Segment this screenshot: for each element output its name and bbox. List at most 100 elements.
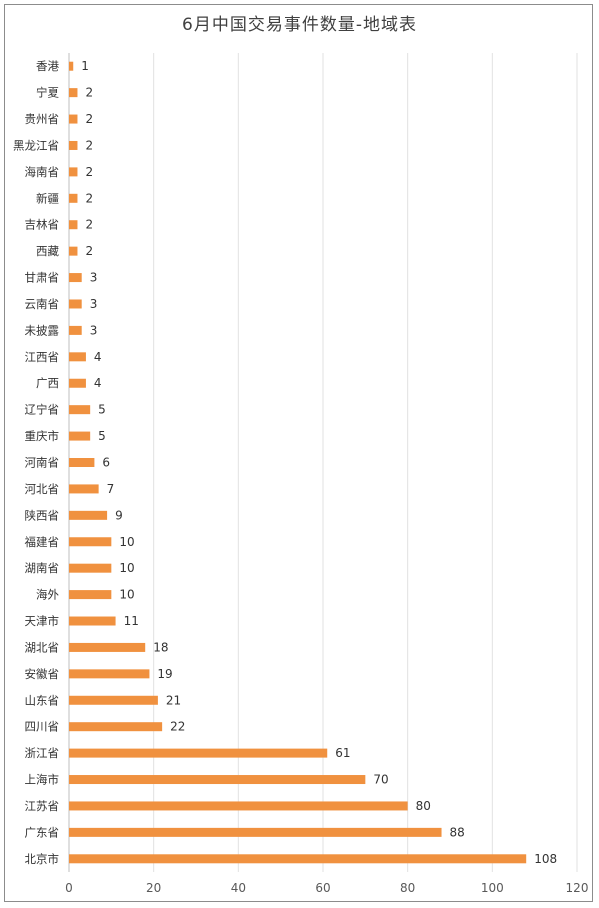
value-label: 2 [85,112,93,126]
value-label: 9 [115,508,123,522]
value-label: 5 [98,429,106,443]
bar [69,722,163,732]
category-label: 上海市 [25,773,60,787]
value-label: 70 [373,773,388,787]
category-label: 福建省 [25,535,60,549]
category-label: 安徽省 [25,667,60,681]
value-label: 4 [94,350,102,364]
bar [69,510,108,520]
bar [69,273,82,283]
category-label: 吉林省 [25,218,60,232]
x-tick-label: 60 [315,881,330,895]
bar [69,695,158,705]
bar [69,642,146,652]
value-label: 1 [81,59,89,73]
category-label: 未披露 [25,323,60,337]
value-label: 5 [98,403,106,417]
bar [69,246,78,256]
category-label: 河北省 [25,482,60,496]
bar [69,801,408,811]
x-tick-label: 20 [146,881,161,895]
value-label: 61 [335,746,350,760]
bar [69,563,112,573]
bar [69,325,82,335]
value-label: 22 [170,720,185,734]
category-label: 浙江省 [25,746,60,760]
bar [69,114,78,124]
bar [69,484,99,494]
category-label: 河南省 [25,456,60,470]
category-labels: 香港宁夏贵州省黑龙江省海南省新疆吉林省西藏甘肃省云南省未披露江西省广西辽宁省重庆… [13,59,59,866]
x-tick-label: 0 [65,881,73,895]
category-label: 宁夏 [36,86,59,100]
category-label: 海南省 [25,165,60,179]
x-axis-ticks: 0 20 40 60 80 100 120 [65,881,588,895]
value-label: 2 [85,165,93,179]
bar [69,299,82,309]
category-label: 黑龙江省 [13,138,59,152]
x-tick-label: 40 [231,881,246,895]
bar [69,140,78,150]
value-label: 10 [119,588,134,602]
value-label: 2 [85,218,93,232]
value-label: 2 [85,86,93,100]
value-label: 108 [534,852,557,866]
bar [69,537,112,547]
bar [69,378,86,388]
bar [69,431,91,441]
value-labels: 1222222233344556791010101118192122617080… [81,59,557,866]
category-label: 江苏省 [25,799,60,813]
category-label: 海外 [36,588,59,602]
value-label: 2 [85,191,93,205]
bar [69,669,150,679]
chart-title: 6月中国交易事件数量-地域表 [182,15,417,35]
category-label: 四川省 [25,720,60,734]
bar [69,590,112,600]
bar [69,854,527,864]
category-label: 贵州省 [25,112,60,126]
category-label: 甘肃省 [25,271,60,285]
x-tick-label: 100 [481,881,504,895]
bar [69,405,91,415]
bar [69,220,78,230]
category-label: 北京市 [25,852,60,866]
category-label: 江西省 [25,350,60,364]
category-label: 陕西省 [25,508,60,522]
bar [69,775,366,785]
category-label: 新疆 [36,191,59,205]
bar [69,88,78,98]
category-label: 西藏 [36,244,59,258]
category-label: 湖南省 [25,561,60,575]
bar [69,193,78,203]
value-label: 10 [119,535,134,549]
x-tick-label: 120 [566,881,589,895]
bar [69,827,442,837]
category-label: 广西 [36,376,59,390]
value-label: 2 [85,138,93,152]
bar [69,458,95,467]
category-label: 湖北省 [25,640,60,654]
value-label: 7 [107,482,115,496]
value-label: 4 [94,376,102,390]
category-label: 云南省 [25,297,60,311]
bars [69,61,527,864]
category-label: 香港 [36,59,59,73]
category-label: 重庆市 [25,429,60,443]
bar [69,748,328,758]
category-label: 天津市 [25,614,60,628]
bar [69,167,78,177]
value-label: 6 [102,456,110,470]
value-label: 18 [153,640,168,654]
value-label: 88 [450,825,465,839]
category-label: 山东省 [25,693,60,707]
bar [69,352,86,362]
x-tick-label: 80 [400,881,415,895]
value-label: 19 [157,667,172,681]
value-label: 3 [90,271,98,285]
value-label: 3 [90,297,98,311]
value-label: 11 [124,614,139,628]
value-label: 2 [85,244,93,258]
value-label: 80 [416,799,431,813]
gridlines [68,53,578,872]
